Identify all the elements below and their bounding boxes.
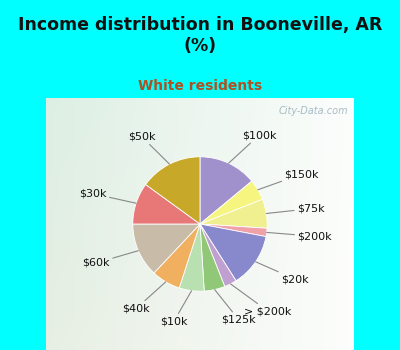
Text: City-Data.com: City-Data.com bbox=[278, 106, 348, 116]
Wedge shape bbox=[200, 224, 236, 287]
Text: $125k: $125k bbox=[215, 289, 256, 325]
Wedge shape bbox=[179, 224, 204, 291]
Text: $150k: $150k bbox=[258, 169, 319, 190]
Wedge shape bbox=[200, 224, 267, 237]
Wedge shape bbox=[146, 157, 200, 224]
Text: Income distribution in Booneville, AR
(%): Income distribution in Booneville, AR (%… bbox=[18, 16, 382, 55]
Wedge shape bbox=[154, 224, 200, 288]
Text: $100k: $100k bbox=[229, 130, 276, 163]
Wedge shape bbox=[200, 224, 266, 281]
Text: $10k: $10k bbox=[160, 290, 192, 326]
Wedge shape bbox=[200, 224, 225, 291]
Text: $30k: $30k bbox=[79, 189, 136, 203]
Wedge shape bbox=[133, 184, 200, 224]
Wedge shape bbox=[200, 199, 267, 228]
Text: White residents: White residents bbox=[138, 79, 262, 93]
Text: $75k: $75k bbox=[266, 204, 324, 214]
Text: $200k: $200k bbox=[267, 231, 332, 241]
Wedge shape bbox=[133, 224, 200, 273]
Text: $50k: $50k bbox=[128, 132, 170, 164]
Wedge shape bbox=[200, 157, 252, 224]
Text: $60k: $60k bbox=[82, 251, 138, 268]
Text: $20k: $20k bbox=[256, 262, 309, 284]
Text: $40k: $40k bbox=[122, 282, 166, 313]
Text: > $200k: > $200k bbox=[230, 284, 292, 316]
Wedge shape bbox=[200, 181, 262, 224]
